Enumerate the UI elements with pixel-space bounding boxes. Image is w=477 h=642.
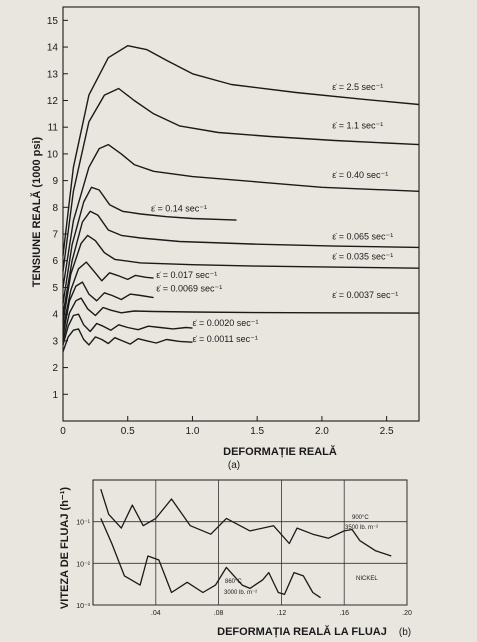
chart-a-y-tick-label: 7 bbox=[52, 230, 58, 241]
chart-a-x-tick-label: 1.5 bbox=[250, 426, 264, 437]
chart-b-x-tick-label: .20 bbox=[402, 610, 412, 617]
chart-a-series-line bbox=[62, 186, 237, 304]
chart-a-series-line bbox=[62, 261, 154, 330]
chart-b-x-tick-label: .08 bbox=[214, 610, 224, 617]
chart-a-series-label: ε̇ = 2.5 sec⁻¹ bbox=[332, 82, 383, 92]
chart-a-x-axis-label: DEFORMAȚIE REALĂ bbox=[223, 445, 337, 458]
chart-a-series-label: ε̇ = 1.1 sec⁻¹ bbox=[332, 121, 383, 131]
chart-b-x-tick-label: .16 bbox=[339, 610, 349, 617]
chart-a-series-label: ε̇ = 0.065 sec⁻¹ bbox=[332, 231, 393, 241]
chart-a-y-tick-label: 3 bbox=[52, 336, 58, 347]
annotation-3000-lb: 3000 lb. m⁻² bbox=[224, 590, 257, 596]
chart-a-series-line bbox=[62, 281, 154, 336]
chart-a-series-labels: ε̇ = 2.5 sec⁻¹ ε̇ = 1.1 sec⁻¹ ε̇ = 0.40 se… bbox=[151, 82, 398, 344]
chart-a-series-label: ε̇ = 0.40 sec⁻¹ bbox=[332, 170, 388, 180]
chart-a-series-line bbox=[62, 328, 193, 352]
chart-a-series-line bbox=[62, 87, 420, 272]
chart-b-y-tick-label: 10⁻² bbox=[76, 561, 90, 568]
chart-a-series-label: ε̇ = 0.0037 sec⁻¹ bbox=[332, 290, 398, 300]
chart-a-plot-area bbox=[62, 6, 420, 422]
chart-a-y-tick-label: 2 bbox=[52, 363, 58, 374]
chart-b: .04 .08 .12 .16 .20 10⁻³ 10⁻² 10⁻¹ 900°C 3500 … bbox=[59, 479, 412, 638]
annotation-900c: 900°C bbox=[352, 515, 369, 521]
chart-a-series-line bbox=[62, 297, 420, 342]
chart-a-x-tick-label: 0.5 bbox=[121, 426, 135, 437]
chart-a-y-tick-label: 10 bbox=[47, 149, 59, 160]
chart-b-y-ticks: 10⁻³ 10⁻² 10⁻¹ bbox=[76, 520, 90, 610]
chart-a-x-tick-label: 2.5 bbox=[380, 426, 394, 437]
chart-a-series-line bbox=[62, 45, 420, 256]
chart-b-series bbox=[100, 489, 392, 599]
chart-b-series-line bbox=[100, 518, 321, 599]
chart-a-y-tick-label: 5 bbox=[52, 283, 58, 294]
chart-a-series-label: ε̇ = 0.0069 sec⁻¹ bbox=[156, 283, 222, 293]
chart-b-x-tick-label: .04 bbox=[151, 610, 161, 617]
chart-a-y-tick-label: 14 bbox=[47, 43, 59, 54]
chart-a-series bbox=[62, 45, 420, 352]
chart-a-series-label: ε̇ = 0.035 sec⁻¹ bbox=[332, 251, 393, 261]
chart-a-series-line bbox=[62, 143, 420, 288]
chart-a-y-tick-label: 8 bbox=[52, 203, 58, 214]
chart-a-series-label: ε̇ = 0.0011 sec⁻¹ bbox=[192, 334, 257, 344]
chart-a-y-tick-label: 1 bbox=[52, 390, 58, 401]
chart-b-y-axis-label: VITEZA DE FLUAJ (h⁻¹) bbox=[59, 487, 71, 609]
chart-a-y-axis-label: TENSIUNE REALĂ (1000 psi) bbox=[30, 136, 43, 287]
chart-b-x-axis-label: DEFORMAȚIA REALĂ LA FLUAJ bbox=[217, 625, 387, 638]
chart-a-x-tick-label: 2.0 bbox=[315, 426, 329, 437]
chart-a-y-tick-label: 15 bbox=[47, 16, 59, 27]
chart-a-y-tick-label: 9 bbox=[52, 176, 58, 187]
chart-a-x-tick-label: 1.0 bbox=[186, 426, 200, 437]
chart-a-x-ticks: 0 0.5 1.0 1.5 2.0 2.5 bbox=[60, 416, 394, 437]
chart-b-panel-label: (b) bbox=[399, 627, 411, 638]
chart-a-series-line bbox=[62, 210, 420, 315]
chart-a-y-tick-label: 4 bbox=[52, 310, 58, 321]
annotation-860c: 860°C bbox=[225, 579, 242, 585]
chart-b-grid bbox=[93, 480, 408, 606]
chart-a-series-label: ε̇ = 0.14 sec⁻¹ bbox=[151, 203, 207, 213]
chart-a-y-tick-label: 13 bbox=[47, 69, 59, 80]
chart-b-plot-area bbox=[92, 479, 408, 606]
chart-b-x-tick-label: .12 bbox=[277, 610, 287, 617]
chart-a-y-tick-label: 12 bbox=[47, 96, 59, 107]
chart-a-panel-label: (a) bbox=[228, 460, 240, 471]
chart-a-y-tick-label: 11 bbox=[48, 123, 59, 134]
chart-b-y-tick-label: 10⁻³ bbox=[76, 603, 90, 610]
chart-a-series-line bbox=[62, 234, 420, 323]
chart-b-series-line bbox=[100, 489, 392, 557]
chart-a-series-line bbox=[62, 313, 193, 346]
annotation-nickel: NICKEL bbox=[356, 576, 378, 582]
chart-a-x-tick-label: 0 bbox=[60, 426, 66, 437]
chart-b-x-ticks: .04 .08 .12 .16 .20 bbox=[151, 610, 412, 617]
annotation-3500-lb: 3500 lb. m⁻² bbox=[345, 525, 378, 531]
chart-a-series-label: ε̇ = 0.0020 sec⁻¹ bbox=[192, 318, 258, 328]
chart-a-y-tick-label: 6 bbox=[52, 256, 58, 267]
chart-b-y-tick-label: 10⁻¹ bbox=[76, 520, 90, 527]
chart-a-series-label: ε̇ = 0.017 sec⁻¹ bbox=[156, 270, 217, 280]
